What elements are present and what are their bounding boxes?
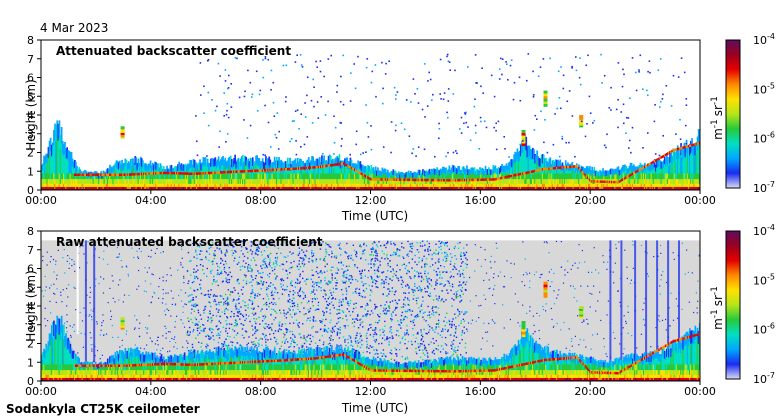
colorbar-tick-label: 10-5 <box>753 81 775 96</box>
colorbar-ticks-2: 10-7 10-6 10-5 10-4 <box>753 223 775 386</box>
y-axis-label-2: Height (km) <box>24 270 38 341</box>
y-tick-label: 1 <box>27 165 34 178</box>
heatmap-data-2 <box>41 240 700 381</box>
colorbar-ticks-1: 10-7 10-6 10-5 10-4 <box>753 32 775 195</box>
colorbar-tick-label: 10-5 <box>753 272 775 287</box>
y-tick-label: 1 <box>27 356 34 369</box>
x-tick-label: 04:00 <box>135 194 167 207</box>
y-tick-label: 4 <box>27 109 34 122</box>
colorbar-1: 10-7 10-6 10-5 10-4 m-1sr-1 <box>710 32 775 195</box>
colorbar-tick-label: 10-4 <box>753 32 775 47</box>
y-tick-label: 8 <box>27 225 34 238</box>
colorbar-tick-label: 10-6 <box>753 131 775 146</box>
y-tick-label: 6 <box>27 72 34 85</box>
colorbar-frame-1 <box>725 39 741 189</box>
y-tick-label: 2 <box>27 338 34 351</box>
y-tick-label: 7 <box>27 53 34 66</box>
x-tick-label: 16:00 <box>464 194 496 207</box>
y-axis-1: 0 1 2 3 4 5 6 7 8 <box>27 34 41 197</box>
colorbar-tick-label: 10-7 <box>753 180 775 195</box>
y-tick-label: 4 <box>27 300 34 313</box>
x-tick-label: 12:00 <box>355 194 387 207</box>
panel-attenuated: Attenuated backscatter coefficient 0 1 2 3 4… <box>24 32 775 223</box>
colorbar-unit-1: m-1sr-1 <box>710 96 725 140</box>
x-axis-2: 00:00 04:00 08:00 12:00 16:00 20:00 00:00 <box>25 381 716 398</box>
x-axis-label-2: Time (UTC) <box>341 401 408 415</box>
x-tick-label: 00:00 <box>25 385 57 398</box>
x-tick-label: 00:00 <box>684 194 716 207</box>
y-axis-label-1: Height (km) <box>24 79 38 150</box>
y-tick-label: 2 <box>27 147 34 160</box>
y-axis-2: 0 1 2 3 4 5 6 7 8 <box>27 225 41 388</box>
heatmap-data-1 <box>41 53 700 190</box>
panel-raw: Raw attenuated backscatter coefficient 0… <box>24 223 775 415</box>
colorbar-2: 10-7 10-6 10-5 10-4 m-1sr-1 <box>710 223 775 386</box>
x-tick-label: 16:00 <box>464 385 496 398</box>
colorbar-tick-label: 10-4 <box>753 223 775 238</box>
x-tick-label: 20:00 <box>574 194 606 207</box>
x-tick-label: 12:00 <box>355 385 387 398</box>
x-axis-1: 00:00 04:00 08:00 12:00 16:00 20:00 00:00 <box>25 190 716 207</box>
y-tick-label: 6 <box>27 263 34 276</box>
colorbar-tick-label: 10-7 <box>753 371 775 386</box>
colorbar-gradient-1 <box>726 40 740 188</box>
panel-title-1: Attenuated backscatter coefficient <box>56 44 291 58</box>
x-tick-label: 20:00 <box>574 385 606 398</box>
y-tick-label: 7 <box>27 244 34 257</box>
x-tick-label: 08:00 <box>245 385 277 398</box>
x-axis-label-1: Time (UTC) <box>341 209 408 223</box>
instrument-footer: Sodankyla CT25K ceilometer <box>6 402 200 416</box>
y-tick-label: 8 <box>27 34 34 47</box>
colorbar-frame-2 <box>725 230 741 380</box>
colorbar-tick-label: 10-6 <box>753 322 775 337</box>
x-tick-label: 00:00 <box>25 194 57 207</box>
y-tick-label: 3 <box>27 128 34 141</box>
x-tick-label: 04:00 <box>135 385 167 398</box>
y-tick-label: 5 <box>27 90 34 103</box>
colorbar-unit-2: m-1sr-1 <box>710 286 725 330</box>
colorbar-gradient-2 <box>726 231 740 379</box>
x-tick-label: 08:00 <box>245 194 277 207</box>
x-tick-label: 00:00 <box>684 385 716 398</box>
y-tick-label: 0 <box>27 375 34 388</box>
y-tick-label: 0 <box>27 184 34 197</box>
y-tick-label: 5 <box>27 281 34 294</box>
date-label: 4 Mar 2023 <box>40 21 108 35</box>
y-tick-label: 3 <box>27 319 34 332</box>
panel-title-2: Raw attenuated backscatter coefficient <box>56 235 323 249</box>
